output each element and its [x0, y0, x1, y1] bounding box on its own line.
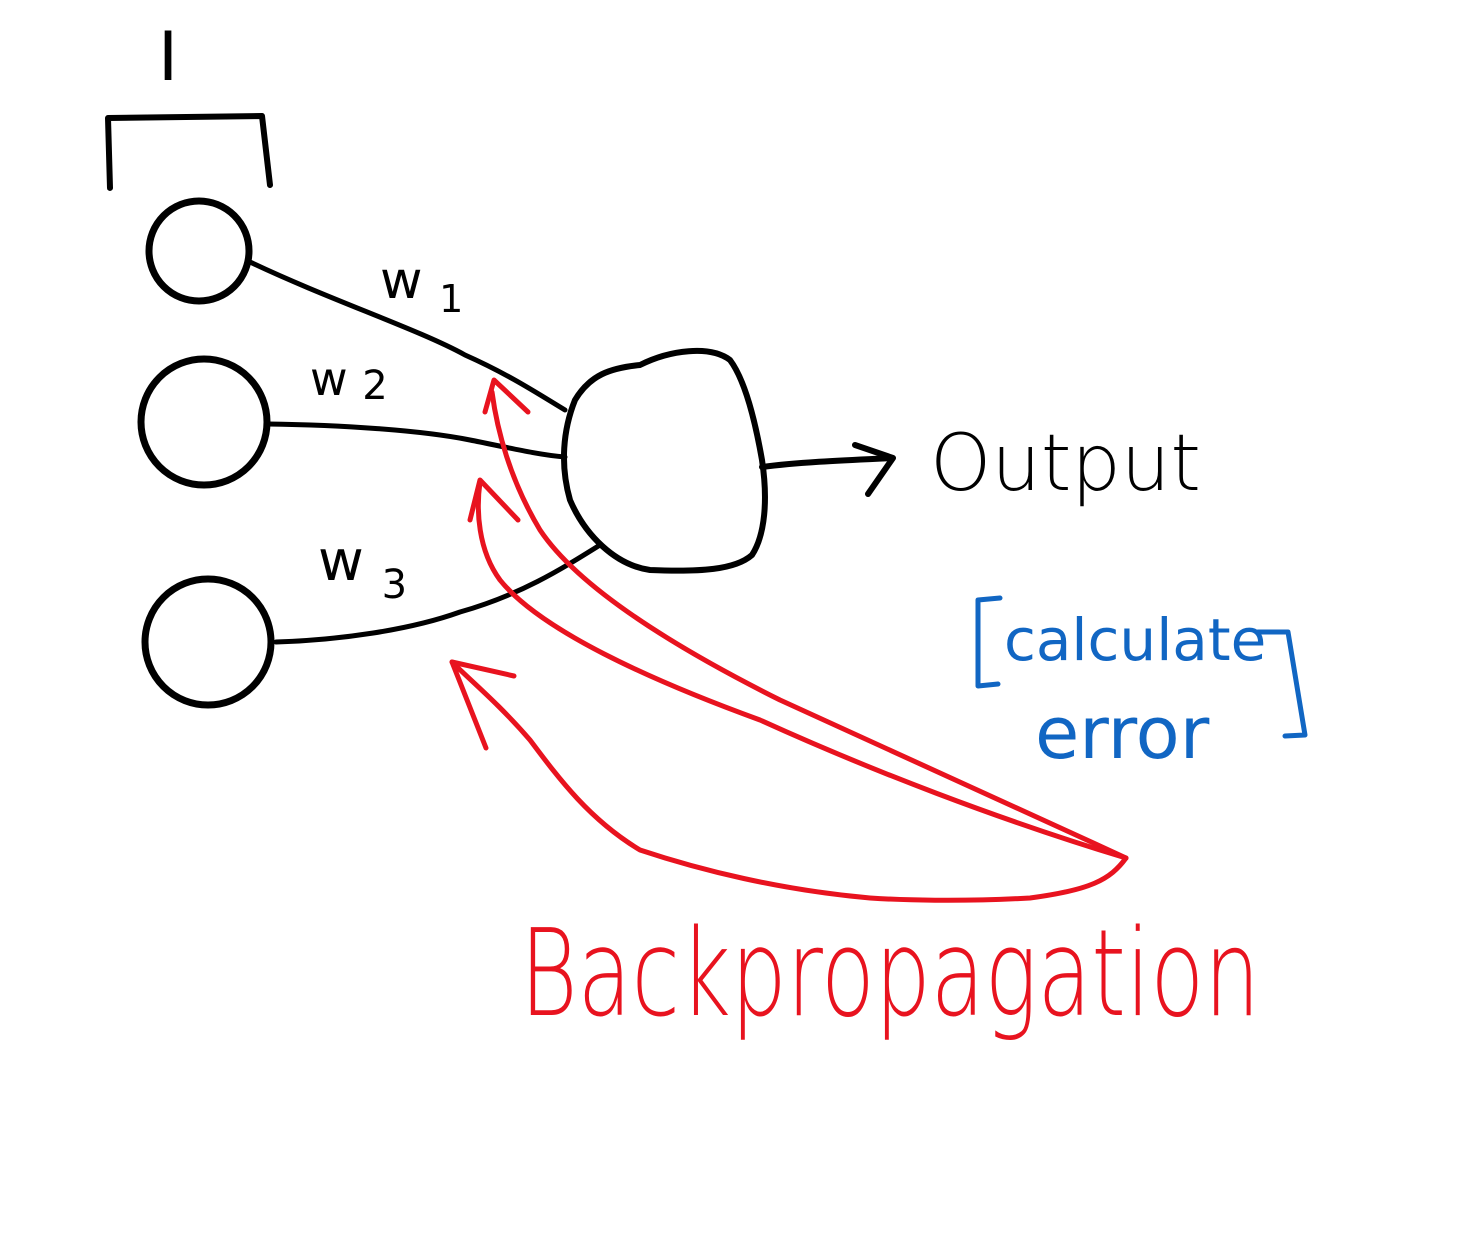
backprop-arrow-1-head [482, 377, 531, 415]
weight-label-w3: w 3 [318, 529, 407, 608]
weight-labels: w 1 w 2 w 3 [310, 251, 463, 608]
calculate-label: calculate [1004, 606, 1266, 674]
input-layer-label: I [158, 18, 178, 97]
output-neuron [561, 347, 768, 574]
backprop-arrow-2-head [467, 477, 521, 523]
backprop-arrow-1 [489, 389, 1129, 861]
backprop-arrow-2 [475, 479, 1129, 861]
connection-w2 [265, 421, 568, 460]
input-layer-bracket [105, 113, 273, 191]
weight-label-w1-letter: w [380, 251, 423, 311]
error-annotation: calculate error [975, 595, 1308, 775]
weight-label-w2-subscript: 2 [362, 363, 387, 409]
connection-w1 [247, 259, 568, 413]
connection-w3 [273, 542, 603, 645]
output-arrow-head [852, 442, 896, 497]
error-label: error [1035, 691, 1210, 775]
backprop-label: Backpropagation [520, 905, 1260, 1044]
weight-label-w3-subscript: 3 [382, 562, 407, 608]
output-arrow [759, 442, 896, 497]
weight-label-w1: w 1 [380, 251, 463, 321]
input-neuron-1 [145, 197, 253, 305]
input-neuron-2 [137, 355, 271, 489]
weight-label-w3-letter: w [318, 529, 364, 594]
input-neurons [137, 197, 275, 709]
input-neuron-3 [141, 575, 275, 709]
weight-label-w2-letter: w [310, 352, 348, 406]
right-bracket [1255, 629, 1308, 739]
weight-connections [247, 259, 603, 645]
output-arrow-shaft [759, 455, 895, 470]
left-bracket [975, 595, 1003, 689]
weight-label-w1-subscript: 1 [439, 277, 463, 321]
output-label: Output [930, 419, 1201, 509]
input-layer-label-group: I [105, 18, 273, 191]
weight-label-w2: w 2 [310, 352, 388, 409]
backprop-arrows [449, 377, 1129, 903]
backprop-arrow-3-head [449, 659, 517, 751]
backprop-arrow-3 [449, 659, 1129, 903]
